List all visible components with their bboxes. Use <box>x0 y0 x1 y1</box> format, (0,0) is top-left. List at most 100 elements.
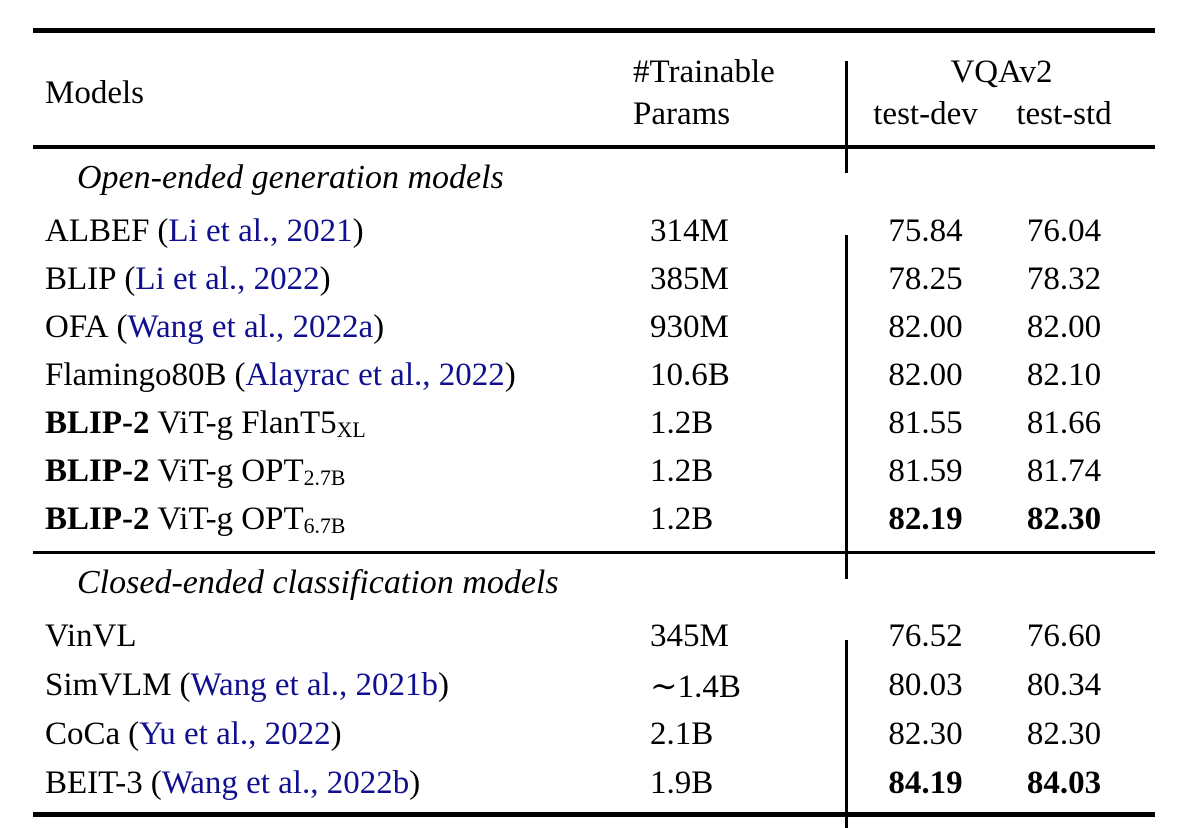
model-name-cell: SimVLM (Wang et al., 2021b) <box>33 667 633 704</box>
test-std-score: 80.34 <box>1026 667 1102 703</box>
open-paren: ( <box>157 212 169 249</box>
citation-link[interactable]: Wang et al., 2022b <box>161 765 410 801</box>
section-divider-rule <box>33 551 1155 554</box>
open-paren: ( <box>128 716 140 752</box>
test-std-score: 81.74 <box>1026 452 1102 489</box>
open-paren: ( <box>124 260 136 297</box>
model-name-cell: BLIP-2 ViT-g OPT2.7B <box>33 453 633 490</box>
citation-link[interactable]: Alayrac et al., 2022 <box>245 356 505 393</box>
table-header-row: Models #Trainable Params VQAv2 test-dev … <box>33 33 1155 145</box>
citation-link[interactable]: Wang et al., 2022a <box>127 308 374 345</box>
table-row: BEIT-3 (Wang et al., 2022b) 1.9B 84.19 84.03 <box>33 759 1155 808</box>
close-paren: ) <box>409 765 421 801</box>
model-name-text: ALBEF <box>45 212 150 249</box>
params-cell: 1.2B <box>650 404 714 441</box>
model-name-cell: CoCa (Yu et al., 2022) <box>33 716 633 753</box>
model-name-cell: BLIP-2 ViT-g FlanT5XL <box>33 405 633 442</box>
open-paren: ( <box>179 667 191 703</box>
params-cell: 1.2B <box>650 500 714 537</box>
header-test-dev: test-dev <box>873 96 978 132</box>
table-row: SimVLM (Wang et al., 2021b) ∼1.4B 80.03 80.3… <box>33 661 1155 710</box>
test-dev-score: 82.30 <box>888 716 963 752</box>
model-name-text: VinVL <box>45 618 137 654</box>
model-name-cell: VinVL <box>33 618 633 655</box>
close-paren: ) <box>437 667 449 703</box>
test-dev-score: 78.25 <box>888 260 963 297</box>
params-cell: 2.1B <box>650 716 714 752</box>
model-name-text: SimVLM <box>45 667 172 703</box>
model-name-cell: ALBEF (Li et al., 2021) <box>33 213 633 250</box>
model-name-text: ViT-g FlanT5 <box>157 404 337 441</box>
table-row: Flamingo80B (Alayrac et al., 2022) 10.6B 82… <box>33 351 1155 399</box>
table-row: BLIP-2 ViT-g OPT2.7B 1.2B 81.59 81.74 <box>33 447 1155 495</box>
model-name-cell: OFA (Wang et al., 2022a) <box>33 309 633 346</box>
model-name-text: Flamingo80B <box>45 356 227 393</box>
close-paren: ) <box>352 212 364 249</box>
close-paren: ) <box>504 356 516 393</box>
test-std-score: 82.10 <box>1026 356 1102 393</box>
model-name-bold: BLIP-2 <box>45 500 150 537</box>
citation-link[interactable]: Li et al., 2021 <box>168 212 353 249</box>
test-std-score: 84.03 <box>1026 765 1102 801</box>
table-row: BLIP-2 ViT-g OPT6.7B 1.2B 82.19 82.30 <box>33 495 1155 543</box>
vqa-results-table: Models #Trainable Params VQAv2 test-dev … <box>33 28 1155 828</box>
citation-link[interactable]: Li et al., 2022 <box>135 260 320 297</box>
model-name-text: CoCa <box>45 716 121 752</box>
params-cell: 1.2B <box>650 452 714 489</box>
model-name-bold: BLIP-2 <box>45 452 150 489</box>
section-title: Closed-ended classification models <box>77 564 559 601</box>
header-trainable-line1: #Trainable <box>633 54 775 90</box>
open-paren: ( <box>150 765 162 801</box>
section-open-ended-generation: Open-ended generation models ALBEF (Li et … <box>33 149 1155 543</box>
model-name-cell: BLIP (Li et al., 2022) <box>33 261 633 298</box>
model-name-cell: Flamingo80B (Alayrac et al., 2022) <box>33 357 633 394</box>
params-cell: ∼1.4B <box>650 668 741 705</box>
table-top-rule <box>33 28 1155 33</box>
header-test-std: test-std <box>1016 96 1112 132</box>
model-name-cell: BLIP-2 ViT-g OPT6.7B <box>33 501 633 538</box>
column-divider-line <box>845 640 848 828</box>
section-closed-ended-classification: Closed-ended classification models VinVL 3… <box>33 554 1155 808</box>
model-name-cell: BEIT-3 (Wang et al., 2022b) <box>33 765 633 802</box>
test-std-score: 76.04 <box>1026 212 1102 249</box>
model-name-text: ViT-g OPT <box>157 452 304 489</box>
test-std-score: 82.30 <box>1026 500 1102 537</box>
test-dev-score: 82.19 <box>888 500 963 537</box>
close-paren: ) <box>330 716 342 752</box>
test-std-score: 82.30 <box>1026 716 1102 752</box>
close-paren: ) <box>373 308 385 345</box>
table-row: BLIP-2 ViT-g FlanT5XL 1.2B 81.55 81.66 <box>33 399 1155 447</box>
params-cell: 1.9B <box>650 765 714 801</box>
table-row: VinVL 345M 76.52 76.60 <box>33 612 1155 661</box>
model-name-text: BLIP <box>45 260 117 297</box>
test-dev-score: 82.00 <box>888 356 963 393</box>
test-dev-score: 82.00 <box>888 308 963 345</box>
section-title: Open-ended generation models <box>77 159 504 196</box>
close-paren: ) <box>319 260 331 297</box>
test-std-score: 81.66 <box>1026 404 1102 441</box>
header-models: Models <box>45 75 144 111</box>
params-cell: 314M <box>650 212 729 249</box>
model-subscript: 2.7B <box>303 466 346 491</box>
header-trainable-params: #Trainable Params <box>633 51 848 135</box>
test-dev-score: 76.52 <box>888 618 963 654</box>
header-trainable-line2: Params <box>633 96 731 132</box>
table-row: BLIP (Li et al., 2022) 385M 78.25 78.32 <box>33 255 1155 303</box>
citation-link[interactable]: Yu et al., 2022 <box>139 716 331 752</box>
test-std-score: 76.60 <box>1026 618 1102 654</box>
column-divider-line <box>845 61 848 173</box>
open-paren: ( <box>234 356 246 393</box>
model-name-text: OFA <box>45 308 109 345</box>
test-dev-score: 81.59 <box>888 452 963 489</box>
citation-link[interactable]: Wang et al., 2021b <box>190 667 438 703</box>
test-dev-score: 75.84 <box>888 212 963 249</box>
model-subscript: XL <box>336 418 366 443</box>
params-cell: 930M <box>650 308 729 345</box>
table-row: CoCa (Yu et al., 2022) 2.1B 82.30 82.30 <box>33 710 1155 759</box>
open-paren: ( <box>116 308 128 345</box>
table-row: ALBEF (Li et al., 2021) 314M 75.84 76.04 <box>33 207 1155 255</box>
column-divider-line <box>845 235 848 579</box>
table-row: OFA (Wang et al., 2022a) 930M 82.00 82.00 <box>33 303 1155 351</box>
test-std-score: 78.32 <box>1026 260 1102 297</box>
